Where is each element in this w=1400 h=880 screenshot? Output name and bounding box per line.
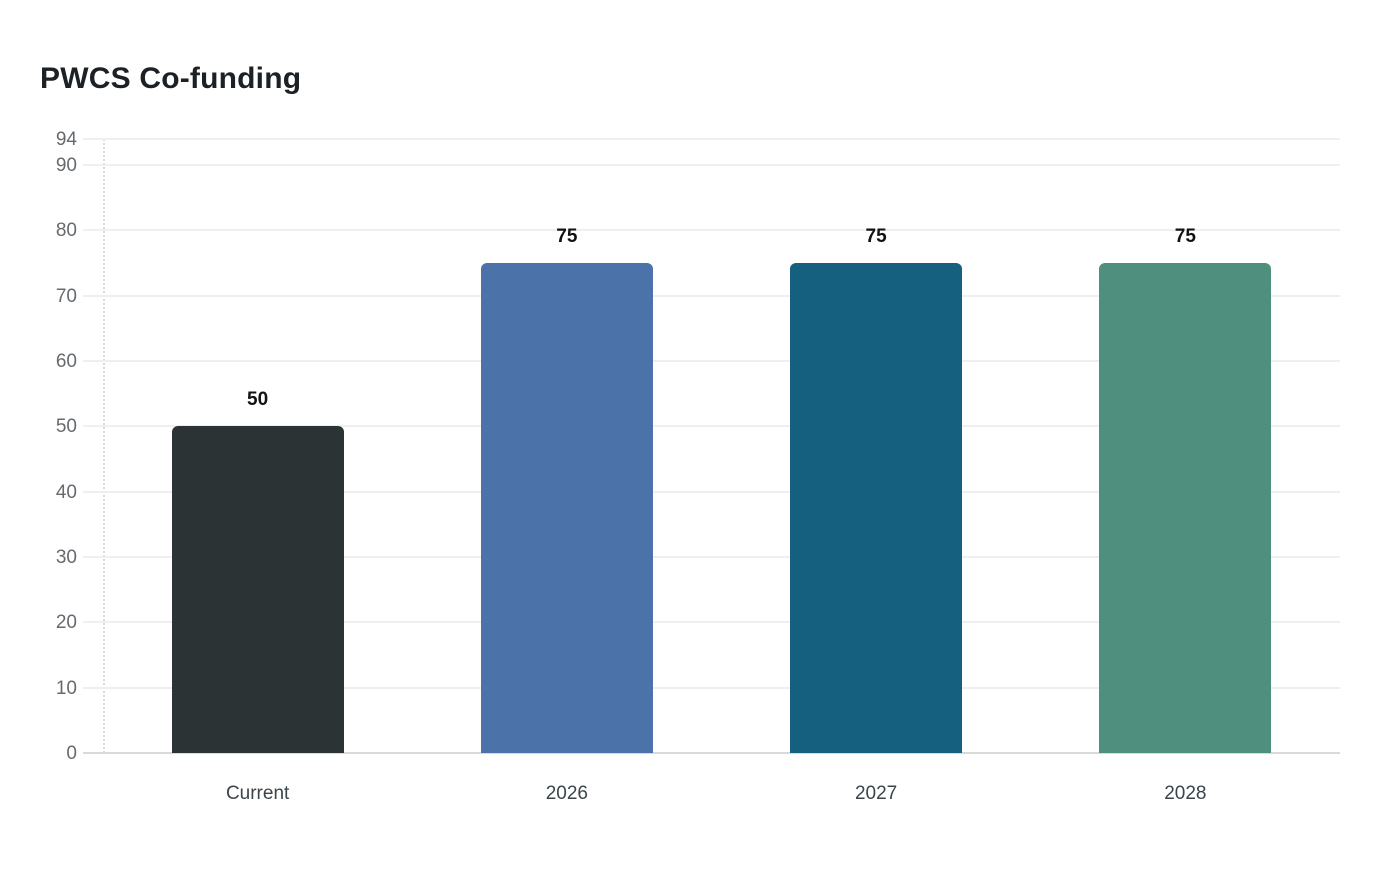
chart-title: PWCS Co-funding (40, 62, 302, 95)
gridline (83, 138, 1340, 140)
y-tick-label: 50 (55, 416, 77, 438)
gridline (83, 490, 1340, 493)
x-tick-label: 2026 (545, 783, 589, 804)
y-tick-label: 94 (55, 129, 77, 150)
y-tick-label: 90 (55, 155, 77, 177)
x-tick-label: 2027 (854, 783, 898, 804)
gridline (83, 556, 1340, 559)
y-axis-line (103, 139, 105, 753)
y-tick-label: 10 (55, 677, 77, 699)
bar-2028 (1099, 263, 1272, 753)
bar-value-label: 75 (1174, 226, 1196, 248)
bar-value-label: 50 (247, 389, 269, 411)
baseline-gridline (83, 752, 1340, 754)
gridline (83, 686, 1340, 689)
gridline (83, 360, 1340, 363)
bar-value-label: 75 (865, 226, 887, 248)
y-tick-label: 30 (55, 547, 77, 569)
x-tick-label: Current (225, 783, 290, 804)
plot-area: 0 10 20 30 40 50 60 70 80 90 94 50 Current 75 2026 75 20… (56, 130, 1340, 803)
y-tick-label: 0 (66, 743, 77, 764)
bar-2027 (790, 263, 963, 753)
gridline (83, 621, 1340, 624)
x-tick-label: 2028 (1164, 783, 1207, 804)
gridline (83, 164, 1340, 167)
bar-value-label: 75 (556, 226, 578, 248)
y-tick-label: 60 (55, 351, 77, 373)
y-tick-label: 70 (55, 285, 77, 307)
bar-2026 (480, 263, 653, 753)
gridline (83, 425, 1340, 428)
y-tick-label: 40 (55, 481, 77, 503)
y-tick-label: 80 (55, 220, 77, 242)
gridline (83, 294, 1340, 297)
gridline (83, 229, 1340, 232)
y-tick-label: 20 (55, 612, 77, 634)
bar-current (171, 426, 344, 753)
